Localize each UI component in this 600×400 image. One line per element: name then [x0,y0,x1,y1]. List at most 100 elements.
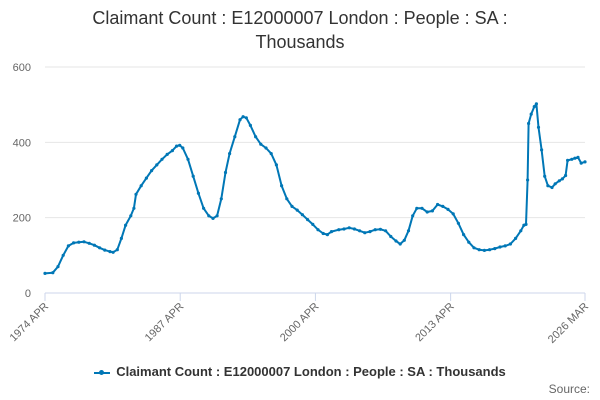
data-point[interactable] [564,173,568,178]
data-point[interactable] [532,105,536,109]
data-point[interactable] [368,230,372,234]
data-point[interactable] [115,248,119,252]
data-point[interactable] [170,149,174,153]
data-point[interactable] [87,241,91,245]
data-point[interactable] [546,184,550,188]
data-point[interactable] [269,152,273,156]
data-point[interactable] [223,170,228,175]
data-point[interactable] [316,228,320,232]
data-point[interactable] [175,144,179,148]
data-point[interactable] [259,142,263,146]
data-point[interactable] [61,253,65,257]
data-point[interactable] [321,231,325,236]
data-point[interactable] [155,163,159,167]
data-point[interactable] [342,227,346,231]
data-point[interactable] [98,246,102,250]
data-point[interactable] [56,265,60,269]
data-point[interactable] [446,207,450,211]
data-point[interactable] [134,192,138,196]
data-point[interactable] [77,240,81,244]
data-point[interactable] [398,242,402,246]
data-point[interactable] [498,245,502,249]
data-point[interactable] [43,271,47,275]
data-point[interactable] [337,228,341,232]
data-point[interactable] [111,250,115,254]
data-point[interactable] [144,176,148,180]
data-point[interactable] [228,152,232,156]
data-point[interactable] [285,197,289,201]
data-point[interactable] [553,182,557,186]
data-point[interactable] [207,214,211,218]
data-point[interactable] [82,240,86,244]
data-point[interactable] [264,146,268,150]
data-point[interactable] [451,212,455,216]
data-point[interactable] [119,236,123,240]
data-point[interactable] [66,244,70,248]
data-point[interactable] [186,157,190,161]
data-point[interactable] [248,123,252,127]
data-point[interactable] [92,243,96,247]
data-point[interactable] [534,102,539,106]
data-point[interactable] [526,178,530,182]
data-point[interactable] [543,174,547,178]
data-point[interactable] [430,209,434,213]
series-line-0[interactable] [44,102,586,275]
data-point[interactable] [215,214,219,218]
data-point[interactable] [583,160,587,164]
data-point[interactable] [325,233,329,237]
data-point[interactable] [441,204,445,208]
data-point[interactable] [139,184,143,188]
data-point[interactable] [233,135,237,139]
data-point[interactable] [472,246,476,250]
data-point[interactable] [311,222,315,226]
data-point[interactable] [238,118,242,122]
data-point[interactable] [72,241,76,245]
data-point[interactable] [103,248,107,252]
data-point[interactable] [436,202,440,207]
data-point[interactable] [508,242,512,246]
data-point[interactable] [378,227,382,231]
data-point[interactable] [191,174,195,178]
data-point[interactable] [411,214,415,218]
data-point[interactable] [467,240,471,244]
data-point[interactable] [254,135,258,139]
data-point[interactable] [178,143,182,147]
data-point[interactable] [488,248,492,252]
data-point[interactable] [493,247,497,251]
data-point[interactable] [550,185,554,190]
data-point[interactable] [211,216,215,220]
data-point[interactable] [108,250,112,254]
data-point[interactable] [352,227,356,231]
data-point[interactable] [519,229,523,233]
data-point[interactable] [462,233,466,237]
data-point[interactable] [389,234,393,239]
data-point[interactable] [420,206,424,210]
data-point[interactable] [150,169,154,173]
data-point[interactable] [573,156,577,160]
data-point[interactable] [329,230,334,234]
data-point[interactable] [165,152,169,156]
data-point[interactable] [579,161,583,165]
legend[interactable]: Claimant Count : E12000007 London : Peop… [0,364,600,379]
data-point[interactable] [347,226,351,230]
data-point[interactable] [570,157,574,161]
data-point[interactable] [514,236,518,240]
data-point[interactable] [529,112,533,116]
data-point[interactable] [503,244,507,248]
data-point[interactable] [132,206,136,210]
data-point[interactable] [384,229,388,233]
data-point[interactable] [576,155,580,159]
data-point[interactable] [181,146,185,150]
data-point[interactable] [406,229,411,233]
data-point[interactable] [51,271,55,275]
data-point[interactable] [306,218,310,222]
data-point[interactable] [160,157,164,161]
data-point[interactable] [300,213,304,217]
data-point[interactable] [295,208,299,212]
data-point[interactable] [415,206,419,210]
data-point[interactable] [536,125,541,129]
data-point[interactable] [540,148,544,152]
data-point[interactable] [477,248,481,252]
data-point[interactable] [425,210,429,214]
data-point[interactable] [129,214,133,218]
